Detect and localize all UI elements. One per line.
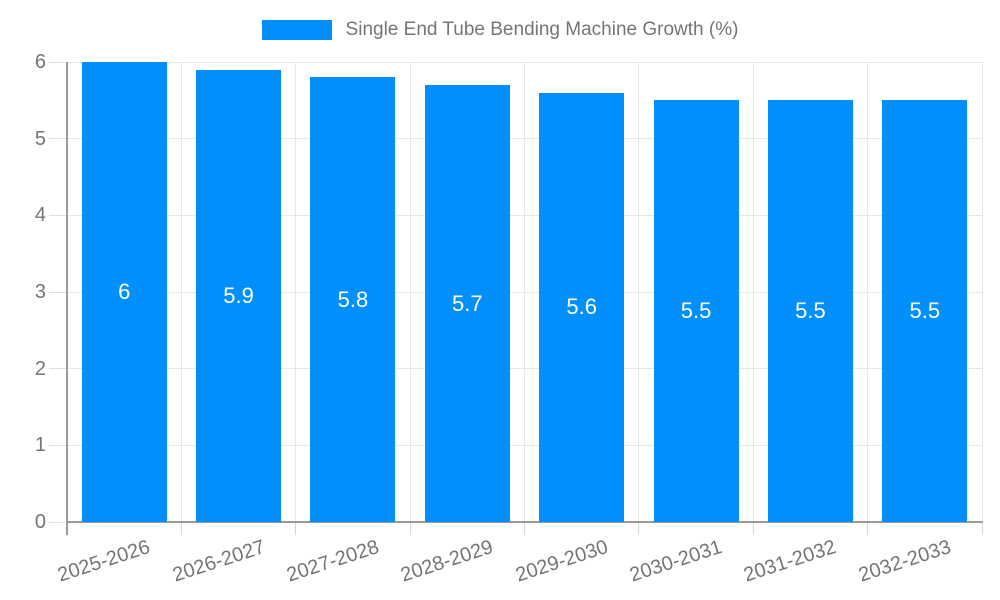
x-axis-tick [638, 522, 640, 535]
bar-value-label: 5.9 [223, 282, 254, 308]
x-axis-line [66, 521, 983, 523]
bar [767, 100, 853, 522]
y-axis-tick [49, 521, 67, 523]
bar [196, 69, 282, 522]
bar [81, 62, 167, 522]
y-axis-tick [49, 61, 67, 63]
bar-value-label: 5.8 [337, 286, 369, 312]
bar-value-label: 5.7 [452, 290, 483, 316]
bar [539, 92, 625, 522]
gridline-vertical [524, 62, 525, 522]
bar [882, 100, 968, 522]
gridline-vertical [867, 62, 869, 522]
y-axis-label: 5 [34, 127, 46, 150]
gridline-vertical [752, 62, 754, 522]
legend[interactable]: Single End Tube Bending Machine Growth (… [0, 16, 1000, 44]
y-axis-tick [49, 214, 67, 216]
gridline-vertical [295, 62, 297, 522]
bar-value-label: 5.6 [566, 294, 597, 320]
legend-swatch [261, 20, 332, 40]
y-axis-label: 4 [34, 204, 46, 227]
legend-label: Single End Tube Bending Machine Growth (… [345, 19, 739, 40]
bar [424, 85, 510, 522]
gridline-vertical [981, 62, 983, 522]
x-axis-tick [295, 522, 297, 535]
bar-value-label: 6 [118, 279, 131, 304]
gridline-vertical [409, 62, 411, 522]
x-axis-tick [752, 522, 754, 535]
x-axis-tick [524, 522, 525, 535]
y-axis-label: 6 [34, 51, 46, 73]
y-axis-label: 3 [34, 281, 46, 303]
y-axis-label: 2 [34, 357, 46, 380]
x-axis-tick [409, 522, 411, 535]
y-axis-label: 0 [34, 511, 46, 533]
bar [310, 77, 396, 522]
bar [653, 100, 739, 522]
y-axis-tick [49, 368, 67, 370]
y-axis-tick [49, 291, 67, 293]
bar-value-label: 5.5 [680, 298, 712, 324]
gridline-vertical [180, 62, 182, 522]
y-axis-label: 1 [34, 434, 46, 457]
x-axis-tick [981, 522, 983, 535]
gridline-vertical [638, 62, 640, 522]
bar-value-label: 5.5 [795, 298, 826, 324]
y-axis-line [66, 62, 68, 535]
x-axis-tick [867, 522, 869, 535]
bar-value-label: 5.5 [909, 298, 941, 324]
y-axis-tick [49, 138, 67, 140]
x-axis-tick [180, 522, 182, 535]
y-axis-tick [49, 444, 67, 446]
